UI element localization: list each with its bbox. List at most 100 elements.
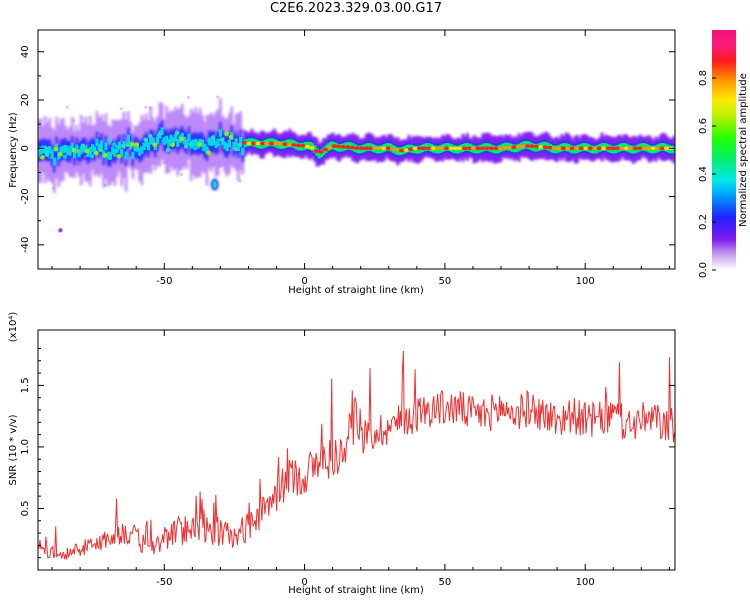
heatmap-peak: [372, 146, 378, 151]
heatmap-peak: [515, 144, 522, 149]
heatmap-cell: [106, 151, 110, 160]
heatmap-peak: [174, 130, 180, 136]
heatmap-speckle: [175, 125, 179, 129]
heatmap-peak: [520, 144, 526, 149]
heatmap-peak: [506, 145, 513, 150]
heatmap-cell: [582, 142, 586, 151]
heatmap-peak: [277, 142, 284, 146]
colorbar-gradient: [712, 30, 736, 270]
heatmap-peak: [417, 146, 423, 151]
figure-title: C2E6.2023.329.03.00.G17: [269, 1, 443, 16]
heatmap-peak: [161, 138, 167, 144]
heatmap-cell: [41, 145, 45, 154]
heatmap-speckle: [58, 130, 62, 134]
heatmap-peak: [614, 146, 620, 151]
heatmap-peak: [381, 146, 387, 151]
heatmap-cell: [39, 146, 43, 155]
heatmap-peak: [439, 146, 445, 151]
heatmap-cell: [542, 141, 546, 150]
heatmap-cell: [104, 142, 108, 151]
heatmap-cell: [167, 139, 171, 147]
heatmap-speckle: [112, 130, 116, 134]
heatmap-cell: [290, 139, 294, 148]
y-tick-label: 40: [20, 45, 31, 58]
heatmap-speckle: [157, 155, 161, 159]
heatmap-cell: [171, 136, 175, 145]
heatmap-peak: [138, 148, 144, 154]
heatmap-peak: [497, 146, 504, 151]
heatmap-speckle: [124, 158, 128, 162]
heatmap-cell: [81, 144, 86, 153]
heatmap-cell: [135, 144, 139, 152]
heatmap-cell: [59, 146, 63, 155]
heatmap-peak: [264, 141, 270, 146]
heatmap-peak: [67, 145, 72, 151]
heatmap-peak: [58, 152, 63, 157]
heatmap-peak: [646, 146, 652, 151]
heatmap-cell: [367, 142, 371, 151]
heatmap-cell: [416, 145, 420, 154]
heatmap-speckle: [90, 135, 94, 139]
heatmap-cell: [218, 128, 223, 137]
x-tick-label: 0: [301, 577, 307, 588]
heatmap-peak: [80, 143, 86, 149]
heatmap-peak: [197, 142, 202, 147]
heatmap-speckle: [133, 133, 137, 137]
heatmap-cell: [79, 146, 83, 155]
heatmap-peak: [300, 143, 306, 148]
heatmap-peak: [421, 146, 427, 151]
heatmap-speckle: [52, 186, 56, 190]
heatmap-peak: [112, 142, 117, 147]
y-tick-label: 0: [20, 145, 31, 151]
heatmap-peak: [511, 145, 517, 149]
heatmap-cell: [465, 143, 469, 151]
heatmap-peak: [219, 137, 225, 142]
heatmap-peak: [210, 135, 216, 140]
heatmap-peak: [488, 146, 495, 151]
heatmap-peak: [619, 146, 625, 151]
heatmap-peak: [89, 153, 95, 159]
heatmap-layer: [38, 95, 675, 233]
colorbar-tick-label: 0.4: [698, 166, 709, 182]
heatmap-cell: [117, 141, 122, 150]
heatmap-speckle: [236, 125, 240, 129]
heatmap-peak: [551, 146, 557, 150]
heatmap-peak: [192, 146, 198, 151]
heatmap-peak: [650, 146, 656, 151]
heatmap-cell: [43, 145, 47, 154]
spectrogram-frame: [37, 29, 676, 270]
snr-x-label: Height of straight line (km): [288, 585, 424, 596]
heatmap-cell: [126, 134, 130, 143]
heatmap-speckle: [204, 139, 208, 143]
heatmap-peak: [632, 146, 638, 151]
heatmap-peak: [85, 148, 90, 154]
heatmap-peak: [385, 146, 391, 151]
heatmap-peak: [327, 145, 333, 150]
heatmap-peak: [322, 147, 328, 152]
snr-frame: [37, 329, 676, 571]
heatmap-speckle: [216, 95, 220, 99]
heatmap-cell: [349, 142, 353, 150]
heatmap-peak: [610, 146, 616, 151]
heatmap-peak: [38, 152, 41, 157]
heatmap-cell: [90, 144, 95, 152]
heatmap-cell: [223, 141, 227, 150]
heatmap-peak: [565, 146, 571, 151]
heatmap-cell: [250, 138, 254, 146]
heatmap-peak: [376, 146, 382, 151]
heatmap-speckle: [153, 139, 157, 143]
heatmap-peak: [399, 148, 405, 153]
heatmap-speckle: [97, 134, 101, 138]
heatmap-cell: [214, 140, 218, 149]
colorbar-tick-label: 0.6: [698, 118, 709, 134]
colorbar: 0.0 0.2 0.4 0.6 0.8 Normalized spectral ampl…: [698, 30, 749, 278]
heatmap-peak: [533, 144, 539, 149]
colorbar-tick-label: 0.2: [698, 214, 709, 230]
heatmap-peak: [583, 146, 589, 151]
heatmap-cell: [88, 146, 92, 155]
snr-x-ticks: -50 0 50 100: [51, 330, 670, 588]
heatmap-cell: [63, 144, 68, 153]
heatmap-cell: [474, 145, 478, 154]
heatmap-speckle: [186, 95, 190, 99]
snr-panel: -50 0 50 100 0.5 1.0 1.5 Height of straight l…: [8, 312, 676, 596]
